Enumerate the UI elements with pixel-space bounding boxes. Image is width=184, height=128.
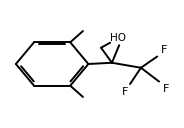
Text: F: F bbox=[122, 87, 128, 97]
Text: HO: HO bbox=[110, 33, 126, 43]
Text: F: F bbox=[161, 45, 167, 55]
Text: F: F bbox=[163, 84, 169, 94]
